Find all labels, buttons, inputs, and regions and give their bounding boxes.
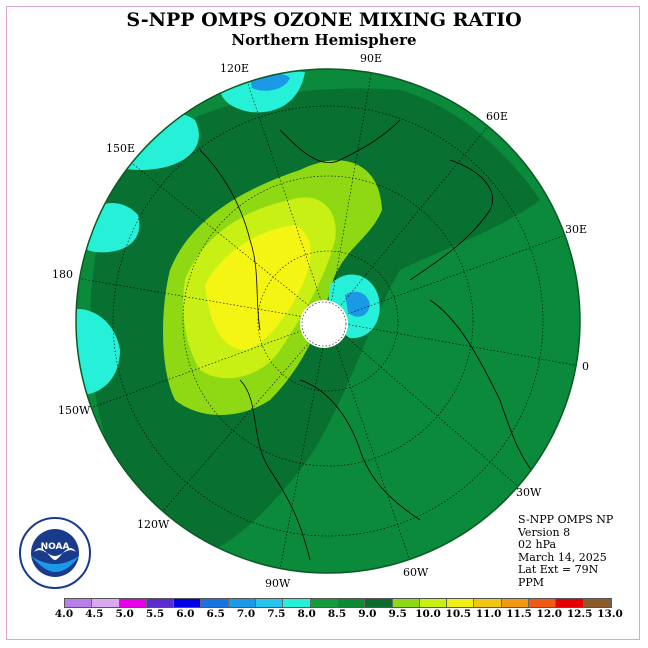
colorbar-swatch [447,599,475,607]
colorbar-tick-label: 8.5 [327,608,347,620]
colorbar-tick-label: 11.0 [475,608,502,620]
ozone-yellow [205,225,311,350]
colorbar [64,598,612,608]
info-date: March 14, 2025 [518,550,607,564]
ozone-blue-pole [345,291,370,317]
colorbar-swatch [529,599,557,607]
colorbar-swatch [337,599,366,607]
colorbar-swatch [92,599,120,607]
colorbar-tick-label: 13.0 [597,608,623,620]
info-version: Version 8 [518,525,571,539]
colorbar-swatch [256,599,284,607]
lon-label-150e: 150E [106,142,136,155]
colorbar-swatch [201,599,229,607]
colorbar-swatch [119,599,147,607]
product-info: S-NPP OMPS NP Version 8 02 hPa March 14,… [518,513,614,590]
colorbar-swatch [583,599,611,607]
colorbar-swatch [392,599,420,607]
lon-label-120w: 120W [137,518,170,531]
lon-label-150w: 150W [58,404,91,417]
colorbar-swatch [283,599,311,607]
colorbar-tick-label: 6.5 [206,608,225,620]
info-lat-ext: Lat Ext = 79N [518,563,599,577]
colorbar-tick-label: 5.0 [115,608,134,620]
colorbar-swatch [419,599,448,607]
lon-label-0: 0 [582,360,589,373]
colorbar-tick-label: 9.5 [388,608,407,620]
colorbar-tick-label: 8.0 [297,608,316,620]
colorbar-tick-label: 10.0 [415,608,441,620]
lon-label-90w: 90W [265,577,291,590]
figure-frame [6,6,640,640]
colorbar-swatch [501,599,530,607]
lon-label-30e: 30E [565,223,588,236]
logo-text: NOAA [41,542,70,552]
graticule [76,69,580,570]
colorbar-tick-label: 10.5 [445,608,472,620]
map-subtitle: Northern Hemisphere [231,31,417,49]
colorbar-swatch [310,599,338,607]
lon-label-90e: 90E [360,52,383,65]
map-title: S-NPP OMPS OZONE MIXING RATIO [126,9,522,31]
colorbar-tick-label: 12.0 [536,608,563,620]
colorbar-tick-label: 4.5 [85,608,104,620]
colorbar-swatch [228,599,257,607]
colorbar-tick-label: 9.0 [358,608,377,620]
info-product: S-NPP OMPS NP [518,513,614,526]
colorbar-tick-label: 11.5 [506,608,532,620]
lon-label-60e: 60E [486,110,509,123]
info-units: PPM [518,575,545,589]
info-level: 02 hPa [518,538,557,552]
colorbar-swatch [365,599,393,607]
coastlines [199,119,541,561]
lon-label-30w: 30W [516,486,542,499]
colorbar-tick-label: 4.0 [54,608,74,620]
colorbar-labels: 4.0 4.5 5.0 5.5 6.0 6.5 7.0 7.5 8.0 8.5 9.0 9.5 10.0… [50,608,623,622]
lon-label-120e: 120E [220,62,250,75]
ozone-cyan-lowerleft [76,309,120,395]
colorbar-swatch [474,599,502,607]
colorbar-tick-label: 6.0 [176,608,195,620]
colorbar-tick-label: 7.5 [267,608,286,620]
lon-label-180: 180 [52,268,73,281]
colorbar-swatch [556,599,584,607]
noaa-logo: NOAA [19,517,91,589]
colorbar-tick-label: 7.0 [236,608,256,620]
colorbar-swatch [146,599,175,607]
colorbar-tick-label: 12.5 [566,608,593,620]
colorbar-swatch [174,599,202,607]
polar-gap [300,300,348,348]
map-outline [75,68,581,574]
colorbar-tick-label: 5.5 [145,608,165,620]
lon-label-60w: 60W [403,566,429,579]
colorbar-swatch [65,599,93,607]
